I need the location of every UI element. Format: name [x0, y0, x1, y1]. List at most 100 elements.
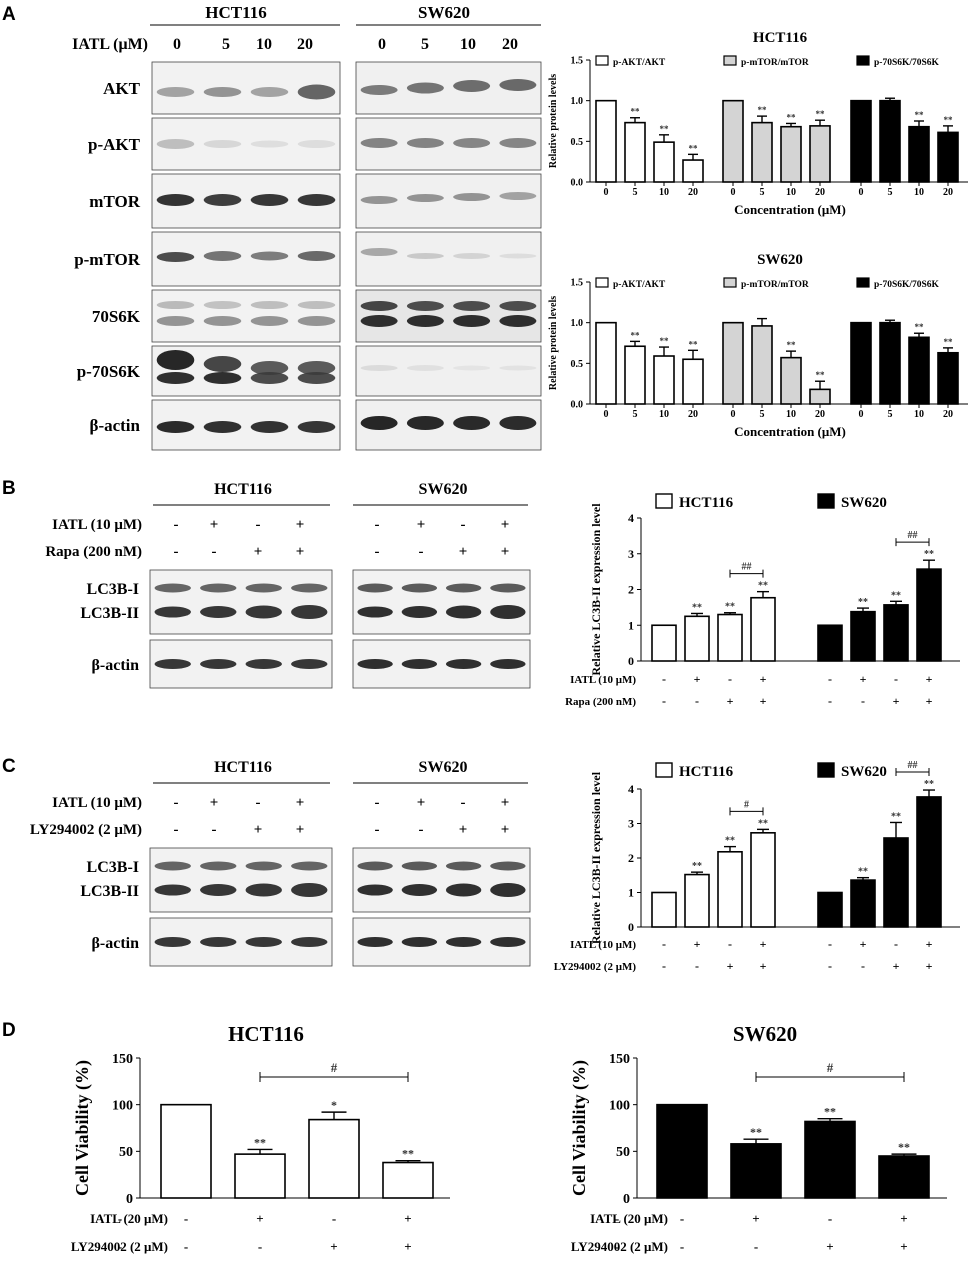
y-tick-label: 0.0 [571, 400, 584, 411]
blot-hct116-1 [151, 117, 341, 171]
blot-actin-hct116 [149, 639, 333, 689]
bar [850, 99, 872, 183]
protein-band [200, 606, 237, 618]
blot-row-label: β-actin [89, 416, 140, 435]
sign-label: + [694, 937, 701, 951]
y-tick-label: 3 [628, 547, 634, 561]
sign-label: - [728, 672, 732, 686]
protein-band [406, 82, 444, 94]
bar [817, 624, 843, 662]
y-tick-label: 0 [623, 1192, 630, 1207]
sign-label: - [212, 544, 217, 560]
protein-band [250, 316, 289, 326]
sign-label: - [828, 959, 832, 973]
chart-title: SW620 [733, 1022, 797, 1046]
bar [908, 125, 930, 183]
protein-band [203, 301, 242, 309]
significance-label: ** [750, 1125, 762, 1139]
protein-band [499, 365, 537, 371]
x-tick-label: 10 [914, 409, 924, 420]
protein-band [357, 861, 393, 871]
protein-band [200, 659, 237, 669]
significance-label: ** [402, 1147, 414, 1161]
protein-band [499, 301, 537, 311]
x-axis-label: Concentration (μM) [734, 424, 846, 439]
significance-label: ** [631, 107, 641, 117]
protein-band [291, 883, 328, 897]
sign-label: + [893, 959, 900, 973]
bar [850, 879, 876, 928]
protein-band [297, 84, 336, 100]
blot-row-label: p-mTOR [74, 250, 141, 269]
protein-band [499, 253, 537, 259]
y-tick-label: 1.5 [571, 278, 584, 289]
sign-label: - [461, 795, 466, 811]
y-axis-label: Relative protein levels [548, 296, 559, 390]
protein-band [445, 883, 482, 897]
dose-label: 0 [173, 36, 181, 53]
blot-row-label: mTOR [89, 192, 140, 211]
y-axis-label: Relative LC3B-II expression level [589, 771, 603, 944]
protein-band [453, 365, 491, 371]
sign-label: + [296, 795, 305, 811]
protein-band [490, 605, 526, 619]
sign-label: + [501, 517, 510, 533]
sign-label: - [894, 672, 898, 686]
legend-label: SW620 [841, 495, 887, 511]
blot-row-label: p-70S6K [77, 362, 141, 381]
y-tick-label: 1.0 [571, 96, 584, 107]
sign-label: + [860, 672, 867, 686]
bar [684, 873, 710, 928]
protein-band [406, 194, 444, 202]
y-tick-label: 2 [628, 851, 634, 865]
sign-label: - [662, 694, 666, 708]
protein-band [291, 659, 328, 669]
legend-label: p-mTOR/mTOR [741, 280, 809, 290]
protein-band [203, 372, 242, 384]
bar [651, 891, 677, 928]
sign-label: + [330, 1239, 337, 1254]
x-tick-label: 5 [888, 409, 893, 420]
protein-band [154, 659, 191, 669]
significance-label: ** [816, 109, 826, 119]
dose-label: 5 [421, 36, 429, 53]
sign-label: + [256, 1211, 263, 1226]
sign-label: - [828, 672, 832, 686]
legend-swatch [856, 277, 870, 288]
protein-band [245, 605, 282, 619]
significance-label: ** [787, 340, 797, 350]
protein-band [291, 937, 328, 947]
sign-label: + [254, 822, 263, 838]
dose-label: 20 [502, 36, 518, 53]
y-tick-label: 4 [628, 782, 634, 796]
legend-label: p-70S6K/70S6K [874, 58, 940, 68]
bracket-label: ## [908, 530, 918, 541]
blot-sw620-1 [355, 117, 542, 171]
sign-label: + [760, 959, 767, 973]
blot-cellline-hct116: HCT116 [214, 481, 272, 498]
sign-label: - [174, 795, 179, 811]
blot-row-label: LC3B-II [80, 883, 139, 900]
y-axis-label: Relative protein levels [548, 74, 559, 168]
bar [751, 121, 773, 183]
bar [780, 356, 802, 405]
significance-label: ** [758, 581, 768, 592]
y-tick-label: 1.5 [571, 56, 584, 67]
protein-band [357, 606, 393, 618]
blot-frame [352, 569, 531, 635]
sign-label: + [210, 517, 219, 533]
protein-band [453, 193, 491, 201]
protein-band [156, 372, 195, 384]
bar [160, 1103, 212, 1199]
protein-band [499, 79, 537, 91]
condition-label: IATL (10 μM) [570, 939, 636, 951]
y-tick-label: 1 [628, 618, 634, 632]
significance-label: ** [692, 861, 702, 872]
legend-swatch [723, 277, 737, 288]
protein-band [245, 659, 282, 669]
significance-label: ** [858, 597, 868, 608]
sign-label: - [828, 1211, 832, 1226]
protein-band [200, 937, 237, 947]
sign-label: + [900, 1211, 907, 1226]
y-tick-label: 3 [628, 817, 634, 831]
